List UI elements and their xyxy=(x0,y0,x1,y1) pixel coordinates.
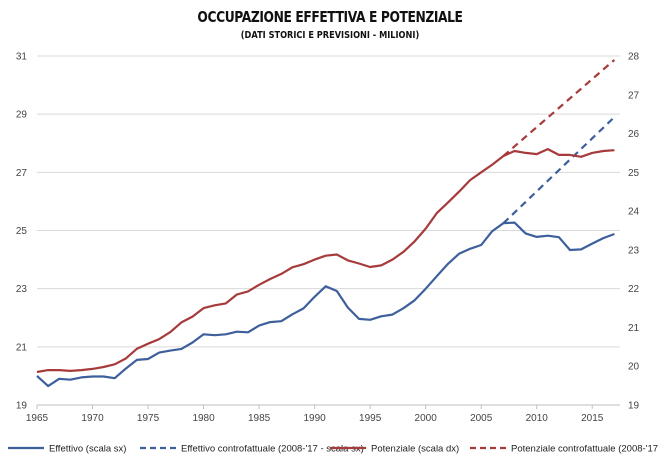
x-tick-label: 2010 xyxy=(526,413,549,424)
series-line xyxy=(36,148,615,374)
y-right-tick-label: 21 xyxy=(628,323,640,334)
y-right-tick-label: 26 xyxy=(628,129,640,140)
y-left-tick-label: 31 xyxy=(16,52,28,63)
x-tick-label: 2015 xyxy=(581,413,604,424)
series-line xyxy=(502,59,616,157)
series-line xyxy=(36,221,615,388)
y-left-tick-label: 25 xyxy=(16,226,28,237)
y-left-tick-label: 27 xyxy=(16,168,28,179)
legend-label: Potenziale (scala dx) xyxy=(371,444,459,455)
legend-label: Effettivo controfattuale (2008-'17 - sca… xyxy=(181,444,364,455)
y-right-tick-label: 27 xyxy=(628,90,640,101)
y-right-tick-label: 24 xyxy=(628,207,640,218)
legend-label: Effettivo (scala sx) xyxy=(49,444,126,455)
y-right-tick-label: 28 xyxy=(628,52,640,63)
x-tick-label: 2005 xyxy=(470,413,493,424)
y-right-tick-label: 22 xyxy=(628,284,640,295)
x-tick-label: 1990 xyxy=(303,413,326,424)
y-left-tick-label: 23 xyxy=(16,284,28,295)
y-right-tick-label: 23 xyxy=(628,245,640,256)
x-tick-label: 1995 xyxy=(359,413,382,424)
y-right-tick-label: 25 xyxy=(628,168,640,179)
y-left-tick-label: 21 xyxy=(16,342,28,353)
x-tick-label: 1970 xyxy=(81,413,104,424)
x-tick-label: 2000 xyxy=(415,413,438,424)
chart-subtitle: (DATI STORICI E PREVISIONI - MILIONI) xyxy=(240,30,420,41)
series-line xyxy=(502,116,616,224)
y-left-tick-label: 19 xyxy=(16,401,28,412)
x-tick-label: 1980 xyxy=(192,413,215,424)
y-right-tick-label: 20 xyxy=(628,362,640,373)
x-tick-label: 1985 xyxy=(248,413,271,424)
chart-title: OCCUPAZIONE EFFETTIVA E POTENZIALE xyxy=(197,8,463,26)
x-tick-label: 1975 xyxy=(137,413,160,424)
y-left-tick-label: 29 xyxy=(16,110,28,121)
x-tick-label: 1965 xyxy=(26,413,49,424)
y-right-tick-label: 19 xyxy=(628,401,640,412)
legend-label: Potenziale controfattuale (2008-'17 - sc… xyxy=(511,444,660,455)
